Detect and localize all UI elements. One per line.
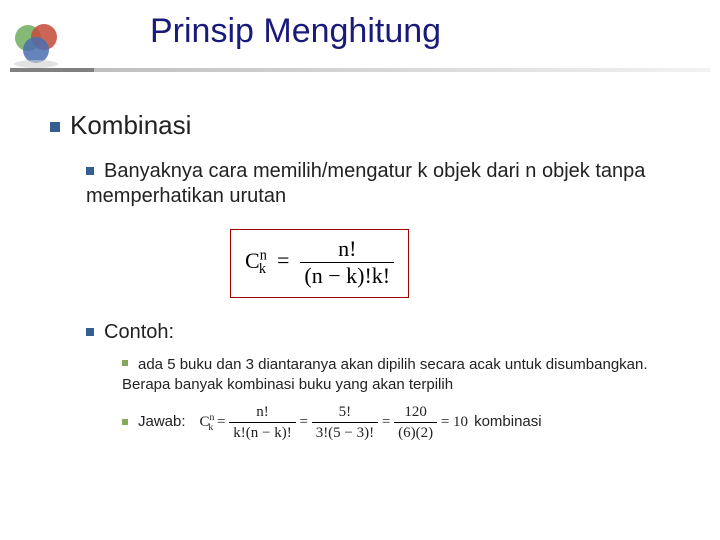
content-area: Kombinasi Banyaknya cara memilih/mengatu… <box>50 110 690 449</box>
answer-formula: Cnk = n!k!(n − k)! = 5!3!(5 − 3)! = 120(… <box>200 402 469 444</box>
square-bullet-icon <box>86 328 94 336</box>
example-text: ada 5 buku dan 3 diantaranya akan dipili… <box>122 356 648 393</box>
square-bullet-icon <box>50 122 60 132</box>
answer-label: Jawab: <box>138 412 186 432</box>
logo-icon <box>10 20 70 70</box>
definition-text: Banyaknya cara memilih/mengatur k objek … <box>86 160 645 207</box>
section-text: Kombinasi <box>70 110 191 140</box>
example-label: Contoh: <box>104 321 174 343</box>
title-underline <box>10 68 710 72</box>
square-bullet-icon <box>122 360 128 366</box>
square-bullet-icon <box>86 167 94 175</box>
square-bullet-icon <box>122 419 128 425</box>
title-container: Prinsip Menghitung <box>150 12 670 51</box>
definition-item: Banyaknya cara memilih/mengatur k objek … <box>86 159 646 209</box>
main-formula: Cnk = n! (n − k)!k! <box>230 229 409 298</box>
example-item: ada 5 buku dan 3 diantaranya akan dipili… <box>122 355 682 396</box>
example-heading: Contoh: <box>86 320 646 345</box>
section-heading: Kombinasi <box>50 110 690 141</box>
answer-suffix: kombinasi <box>474 412 542 432</box>
answer-item: Jawab: Cnk = n!k!(n − k)! = 5!3!(5 − 3)!… <box>122 402 682 444</box>
slide-title: Prinsip Menghitung <box>150 12 670 51</box>
formula-fraction: n! (n − k)!k! <box>300 236 394 289</box>
formula-lhs: Cnk <box>245 248 266 273</box>
